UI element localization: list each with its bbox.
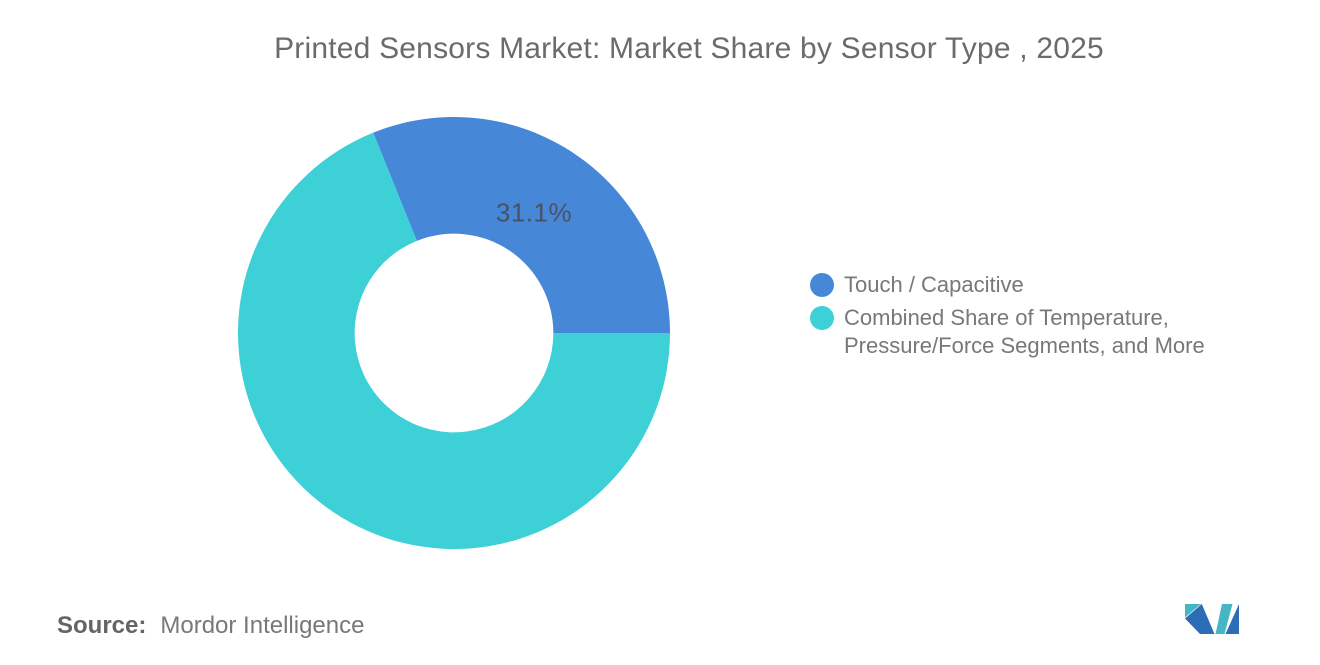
legend-label-touch-capacitive: Touch / Capacitive — [844, 272, 1024, 297]
source-label: Source: — [57, 612, 147, 639]
legend-label-combined-share: Combined Share of Temperature, Pressure/… — [844, 305, 1205, 358]
donut-svg — [238, 117, 670, 549]
slice-label-touch-capacitive: 31.1% — [495, 197, 573, 228]
source-note: Source: Mordor Intelligence — [57, 611, 364, 641]
donut-slice-1 — [238, 132, 670, 549]
legend-swatch-teal — [810, 306, 834, 330]
legend-swatch-blue — [810, 273, 834, 297]
logo-shape-blue-right — [1225, 604, 1239, 634]
chart-title: Printed Sensors Market: Market Share by … — [274, 32, 1104, 65]
logo-shape-teal-right — [1215, 604, 1233, 634]
logo-shape-teal-left — [1185, 604, 1201, 618]
logo-shape-blue-left — [1185, 604, 1215, 634]
mordor-intelligence-logo — [1185, 604, 1239, 634]
donut-slice-0 — [373, 117, 670, 333]
legend: Touch / Capacitive Combined Share of Tem… — [810, 271, 1205, 360]
donut-chart: 31.1% — [238, 117, 670, 549]
legend-item-combined-share: Combined Share of Temperature, Pressure/… — [810, 304, 1205, 360]
legend-item-touch-capacitive: Touch / Capacitive — [810, 271, 1205, 299]
source-value: Mordor Intelligence — [160, 612, 365, 639]
